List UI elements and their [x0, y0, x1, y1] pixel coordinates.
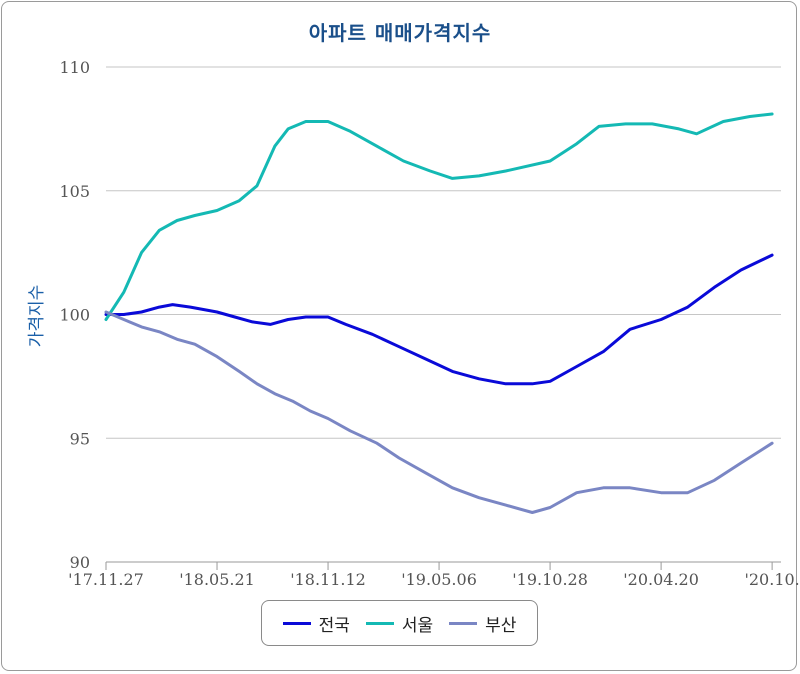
y-axis-label: 가격지수	[27, 285, 47, 348]
legend-label: 부산	[485, 615, 517, 636]
legend: 전국 서울 부산	[261, 600, 538, 646]
y-axis-ticks: 90 95 100 105 110	[59, 58, 90, 572]
legend-swatch-national	[282, 621, 311, 625]
series-lines	[104, 112, 774, 514]
gridlines	[106, 66, 781, 563]
legend-item-busan[interactable]: 부산	[449, 611, 516, 636]
y-tick-label: 105	[59, 182, 90, 201]
chart-title: 아파트 매매가격지수	[309, 21, 492, 45]
x-tick-label: '18.05.21	[179, 570, 255, 589]
x-axis-ticks: '17.11.27 '18.05.21 '18.11.12 '19.05.06 '19.…	[68, 562, 800, 589]
y-tick-label: 110	[59, 58, 90, 77]
legend-item-seoul[interactable]: 서울	[365, 611, 434, 636]
x-tick-label: '19.05.06	[401, 570, 477, 589]
series-line-seoul	[104, 112, 774, 321]
legend-swatch-seoul	[365, 621, 394, 625]
legend-item-national[interactable]: 전국	[282, 611, 350, 636]
x-tick-label: '19.10.28	[512, 570, 588, 589]
y-tick-label: 90	[70, 553, 90, 572]
legend-label: 전국	[318, 615, 350, 636]
series-line-busan	[104, 310, 774, 514]
legend-swatch-busan	[449, 621, 478, 625]
legend-label: 서울	[401, 615, 434, 636]
x-tick-label: '18.11.12	[290, 570, 366, 589]
x-tick-label: '17.11.27	[68, 570, 144, 589]
y-tick-label: 100	[59, 306, 90, 325]
x-tick-label: '20.04.20	[623, 570, 699, 589]
y-tick-label: 95	[70, 429, 90, 448]
x-tick-label: '20.10.	[744, 570, 799, 589]
series-line-national	[104, 253, 774, 386]
